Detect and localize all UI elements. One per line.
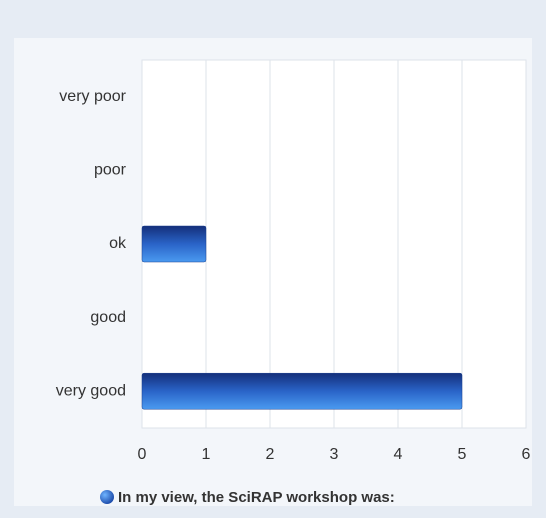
bar: [141, 225, 207, 263]
x-tick-label: 2: [266, 446, 275, 463]
x-tick-label: 1: [202, 446, 211, 463]
y-tick-label: poor: [94, 162, 127, 179]
legend-marker: [100, 490, 114, 504]
y-tick-label: good: [90, 309, 126, 326]
legend-label: In my view, the SciRAP workshop was:: [118, 489, 395, 506]
y-tick-label: very poor: [59, 88, 126, 105]
x-tick-label: 3: [330, 446, 339, 463]
bar: [141, 372, 463, 410]
x-tick-label: 4: [394, 446, 403, 463]
x-tick-label: 6: [522, 446, 531, 463]
x-tick-label: 5: [458, 446, 467, 463]
x-tick-label: 0: [138, 446, 147, 463]
y-tick-label: very good: [56, 382, 126, 399]
y-tick-label: ok: [109, 235, 127, 252]
